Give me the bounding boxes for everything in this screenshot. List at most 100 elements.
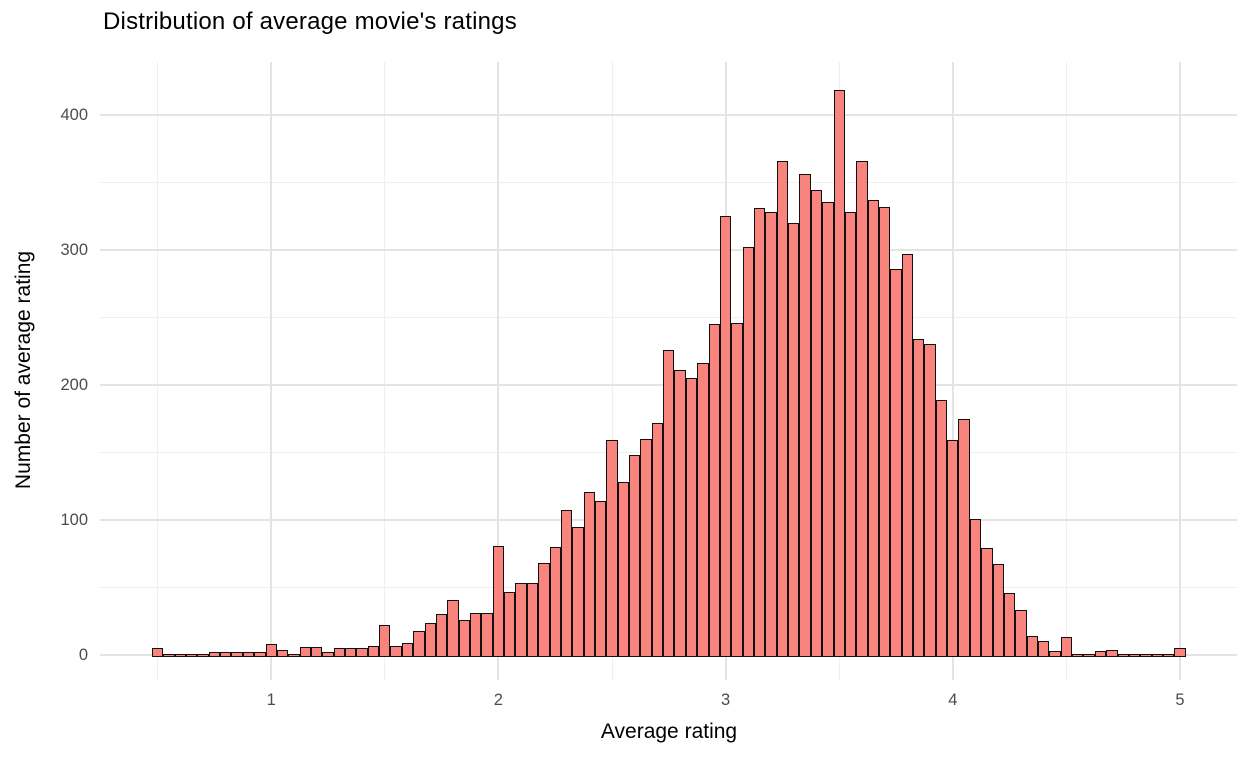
histogram-bar [310,646,323,657]
histogram-bar [708,324,720,657]
histogram-bar [799,174,811,657]
histogram-bar [1128,653,1141,657]
histogram-bar [1072,653,1084,657]
plot-panel [100,62,1237,680]
histogram-bar [526,583,539,657]
histogram-bar [379,625,391,657]
histogram-bar [913,338,925,657]
histogram-bar [856,160,868,657]
histogram-bar [958,418,970,657]
histogram-bar [1162,653,1175,657]
histogram-bar [242,652,255,657]
histogram-bar [992,564,1004,657]
histogram-bar [424,622,436,657]
histogram-bar [697,363,709,657]
histogram-bar [1038,641,1050,657]
histogram-bar [208,652,221,657]
histogram-bar [969,518,982,657]
histogram-bar [583,491,595,657]
gridline-x-major [951,62,954,680]
histogram-bar [288,653,300,657]
histogram-bar [163,653,175,657]
histogram-bar [186,653,198,657]
histogram-bar [833,90,845,657]
y-tick-label: 200 [60,375,88,394]
histogram-bar [356,648,368,657]
gridline-y-minor [100,316,1237,318]
x-tick-label: 4 [948,691,958,709]
histogram-bar [470,613,482,657]
histogram-bar [878,206,891,657]
histogram-bar [151,648,164,657]
histogram-bar [788,222,800,657]
histogram-bar [606,440,618,657]
histogram-bar [333,648,346,657]
gridline-x-major [497,62,500,680]
histogram-bar [1140,653,1152,657]
histogram-bar [299,646,311,657]
histogram-bar [685,378,698,657]
histogram-bar [935,399,948,657]
y-tick-label: 400 [60,105,88,124]
histogram-bar [651,422,664,657]
histogram-bar [345,648,357,657]
histogram-bar [549,546,561,657]
histogram-bar [174,653,186,657]
histogram-bar [822,202,834,657]
x-axis-title: Average rating [600,720,738,743]
histogram-bar [538,563,550,657]
gridline-y-minor [100,181,1237,183]
histogram-bar [265,644,277,657]
histogram-bar [1060,637,1073,657]
histogram-bar [594,501,607,657]
histogram-bar [458,619,470,657]
histogram-bar [220,652,232,657]
histogram-bar [401,642,414,657]
histogram-bar [663,349,675,657]
histogram-bar [1049,650,1061,657]
histogram-bar [572,526,584,657]
histogram-bar [924,344,936,657]
histogram-bar [674,369,686,657]
histogram-bar [1003,592,1016,657]
histogram-bar [867,199,879,657]
gridline-x-minor [611,62,613,680]
gridline-x-minor [384,62,386,680]
histogram-bar [1094,650,1107,657]
histogram-bar [765,211,777,657]
histogram-bar [731,322,743,657]
histogram-bar [754,207,766,657]
histogram-bar [435,614,448,657]
histogram-bar [322,652,334,657]
histogram-bar [1117,653,1129,657]
histogram-bar [742,247,754,657]
histogram-bar [890,268,902,657]
chart-title: Distribution of average movie's ratings [103,8,517,35]
histogram-bar [844,211,857,657]
histogram-bar [1015,610,1027,657]
y-tick-label: 300 [60,240,88,259]
histogram-bar [231,652,243,657]
histogram-bar [617,482,630,657]
histogram-bar [560,510,573,657]
y-tick-label: 100 [60,510,88,529]
gridline-x-minor [157,62,159,680]
histogram-bar [1174,648,1186,657]
histogram-bar [447,599,459,657]
histogram-bar [947,440,959,657]
y-tick-label: 0 [78,646,88,664]
histogram-bar [1026,636,1038,657]
gridline-x-major [270,62,273,680]
gridline-y-major [100,248,1237,251]
histogram-bar [776,160,789,657]
histogram-bar [1151,653,1163,657]
histogram-bar [481,613,493,657]
gridline-x-minor [1065,62,1067,680]
histogram-bar [367,645,380,657]
histogram-bar [981,548,993,657]
x-tick-label: 2 [493,691,503,709]
histogram-bar [197,653,209,657]
histogram-bar [254,652,266,657]
x-tick-label: 3 [721,691,731,709]
